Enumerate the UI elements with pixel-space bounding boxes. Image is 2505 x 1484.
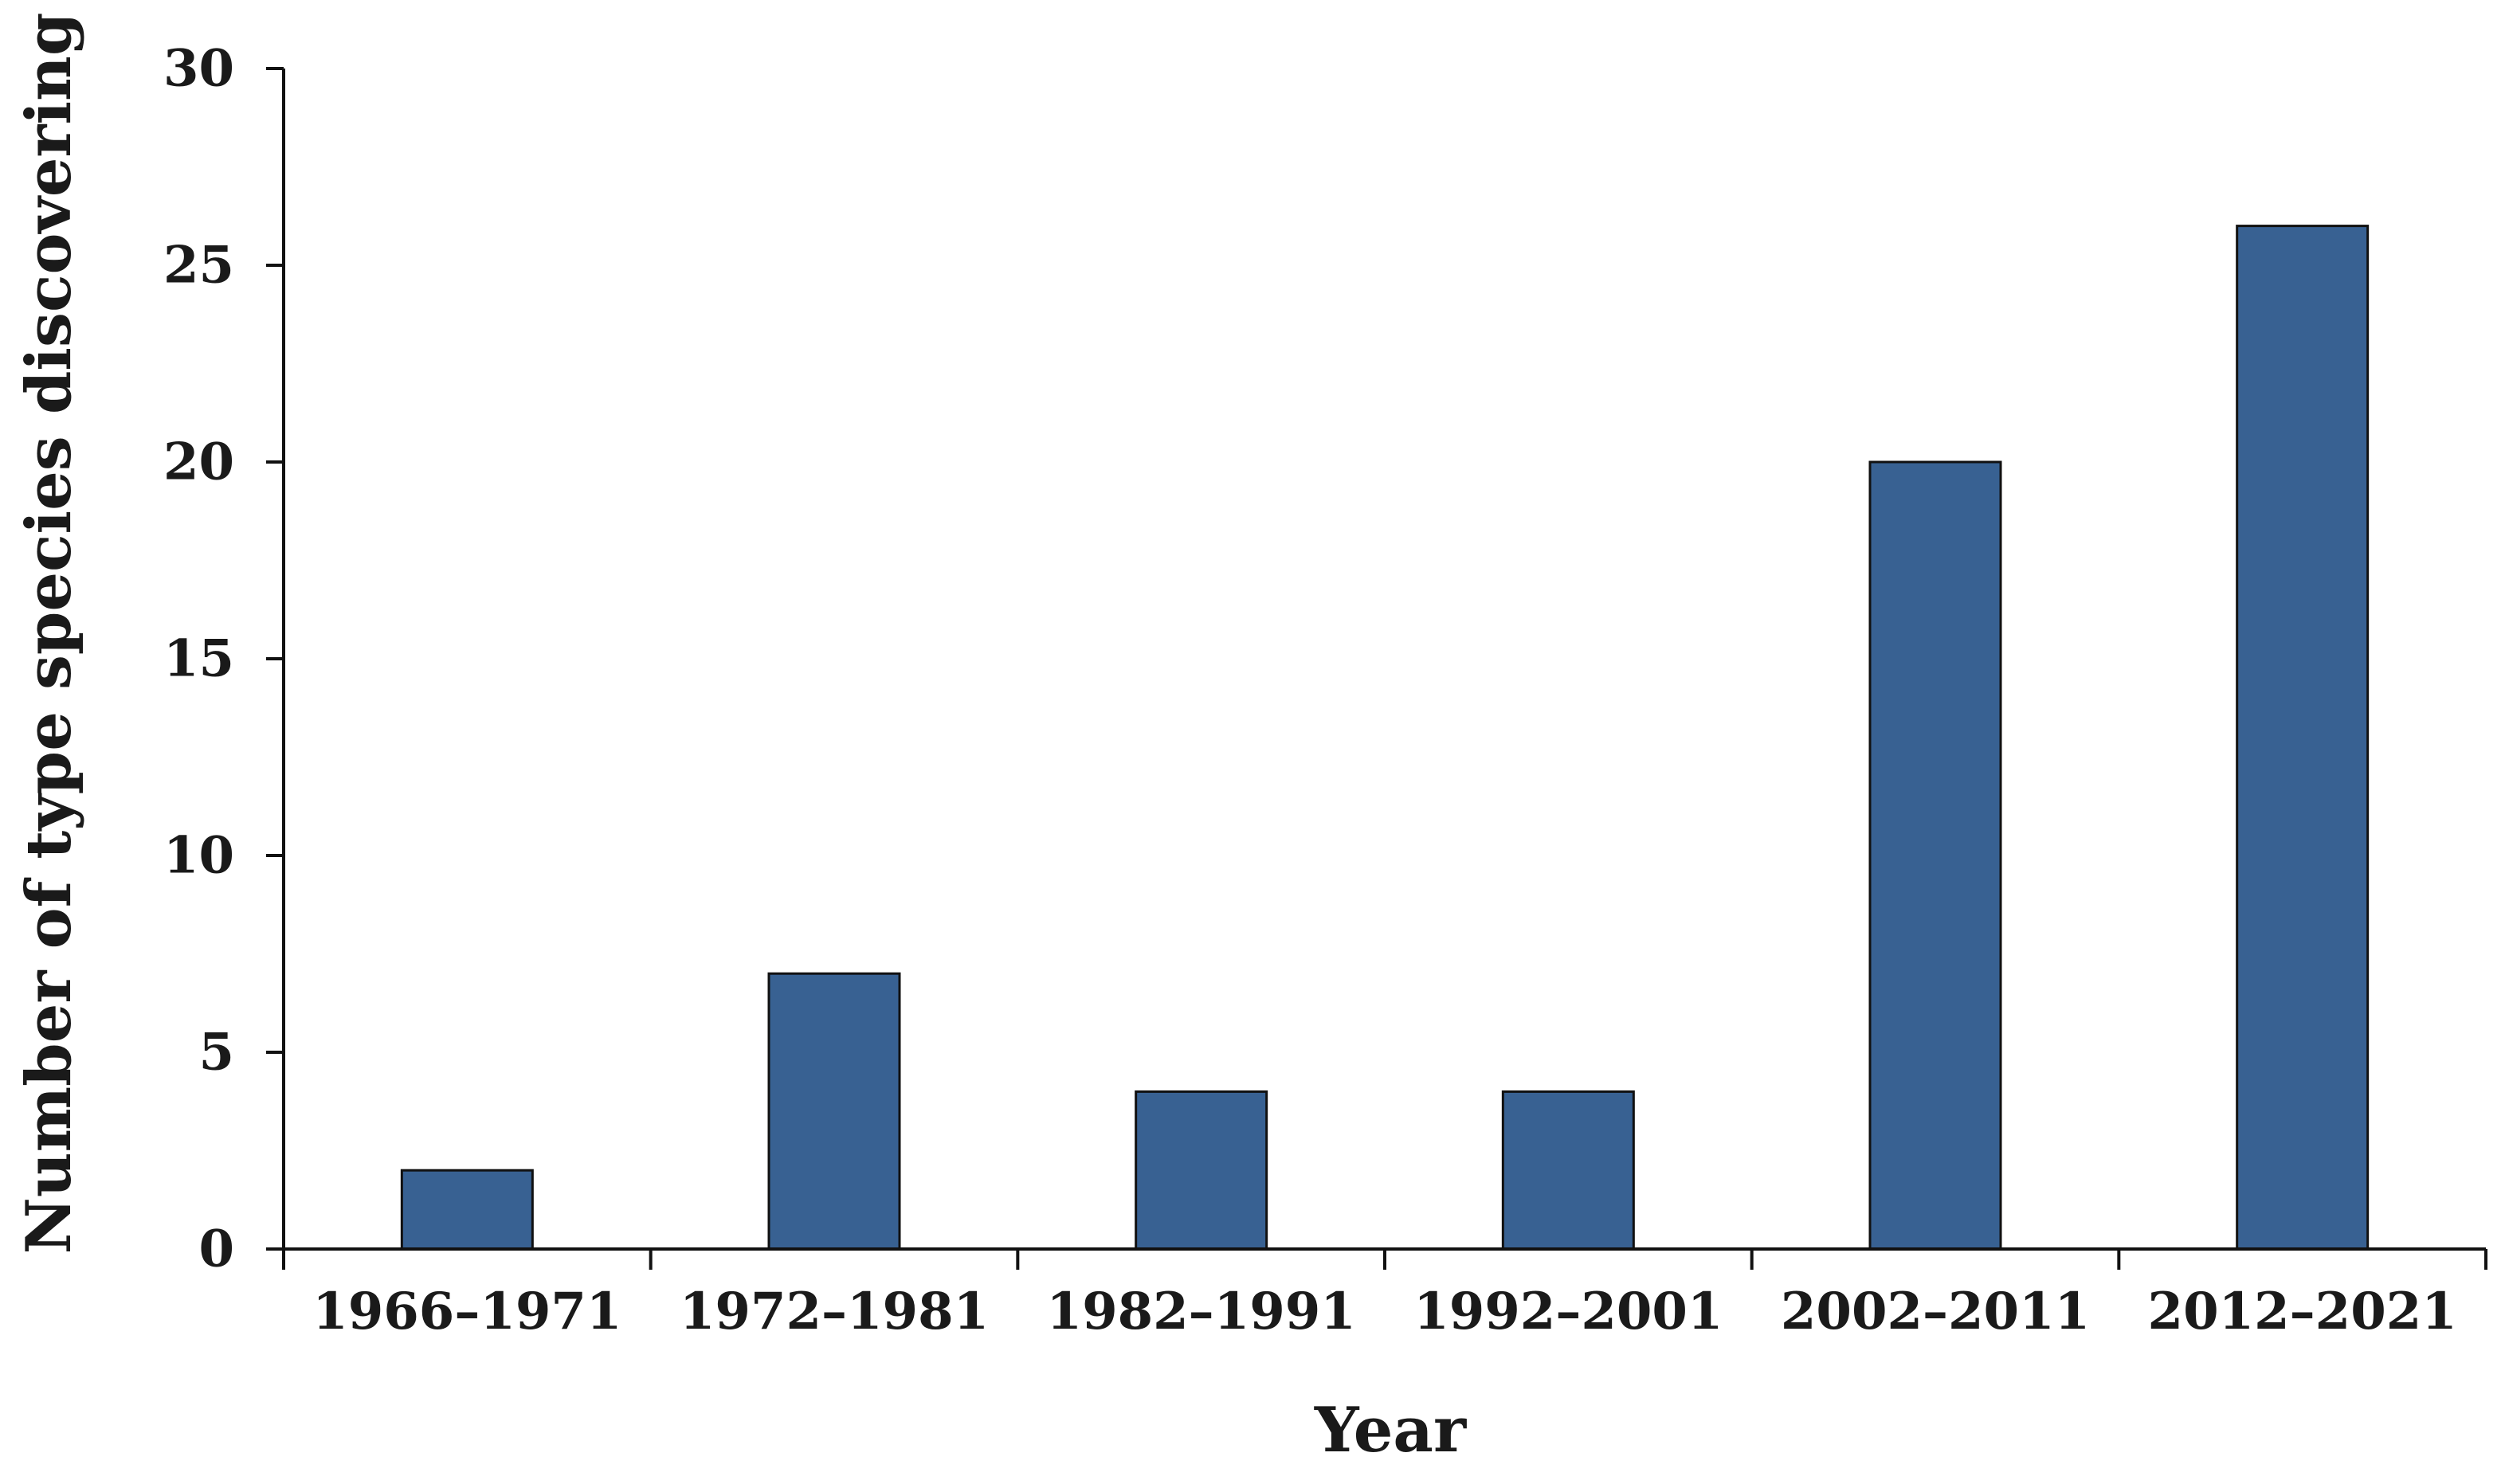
y-tick-label: 20	[163, 433, 234, 492]
bar	[1501, 1090, 1635, 1251]
y-tick-label: 25	[163, 236, 234, 296]
x-tick-label: 1992–2001	[1413, 1282, 1723, 1341]
x-tick-label: 1972–1981	[680, 1282, 989, 1341]
bar	[2236, 225, 2370, 1251]
bar	[1135, 1090, 1268, 1251]
y-tick-label: 10	[163, 826, 234, 886]
y-tick-label: 0	[198, 1220, 234, 1279]
bars	[400, 225, 2370, 1251]
y-axis-title: Number of type species discovering	[13, 13, 85, 1255]
y-tick-label: 30	[163, 39, 234, 99]
x-tick-label: 2012–2021	[2148, 1282, 2457, 1341]
axes	[282, 69, 2486, 1251]
x-tick-label: 1966–1971	[312, 1282, 621, 1341]
y-axis-ticks: 0 5 10 15 20 25 30	[163, 39, 284, 1279]
x-tick-label: 1982–1991	[1047, 1282, 1356, 1341]
y-tick-label: 15	[163, 629, 234, 689]
y-tick-label: 5	[198, 1023, 234, 1083]
bar	[400, 1169, 534, 1251]
x-axis-ticks: 1966–1971 1972–1981 1982–1991 1992–2001 2002…	[282, 1249, 2487, 1341]
x-tick-label: 2002–2011	[1781, 1282, 2090, 1341]
bar	[767, 972, 901, 1251]
bar	[1868, 460, 2002, 1251]
x-axis-title: Year	[1314, 1394, 1467, 1466]
